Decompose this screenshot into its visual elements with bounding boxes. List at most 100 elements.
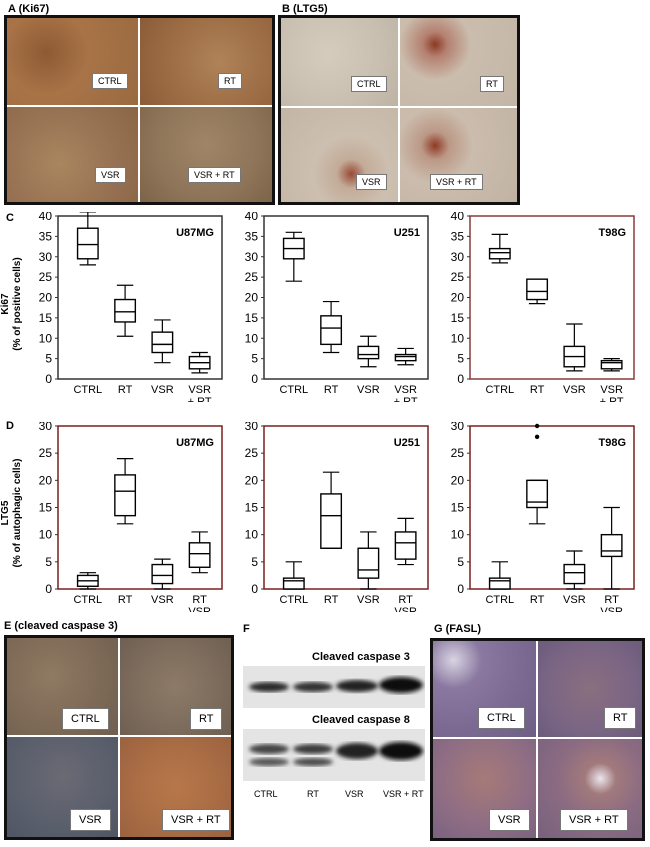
panel-a-label: A (Ki67) — [8, 3, 50, 15]
x-tick-label: VSR — [151, 594, 174, 606]
blot2-band-ctrl — [249, 744, 289, 754]
blot-cleaved-caspase-8 — [243, 729, 425, 781]
y-tick-label: 30 — [39, 250, 53, 264]
box-iqr — [488, 247, 511, 260]
panel-g-ctrl-tag: CTRL — [478, 707, 525, 729]
lane-label-vsr: VSR — [345, 789, 364, 799]
panel-c-label: C — [6, 212, 14, 224]
panel-b-label: B (LTG5) — [282, 3, 328, 15]
panel-e-rt-tag: RT — [190, 708, 223, 730]
chart-frame — [469, 215, 635, 380]
blot1-band-ctrl — [249, 682, 289, 692]
y-tick-label: 0 — [45, 582, 52, 596]
y-tick-label: 20 — [39, 473, 53, 487]
panel-g-vsrrt-cell: VSR + RT — [538, 739, 642, 838]
panel-b-rt-tag: RT — [480, 76, 504, 92]
chart-title: U87MG — [176, 437, 214, 449]
box-iqr — [600, 359, 623, 370]
panel-g-ctrl-cell: CTRL — [433, 641, 536, 737]
panel-a-rt-cell: RT — [140, 18, 272, 105]
panel-f-label: F — [243, 623, 250, 635]
x-tick-label: CTRL — [279, 594, 308, 606]
y-tick-label: 15 — [39, 311, 53, 325]
lane-label-rt: RT — [307, 789, 319, 799]
x-tick-label: + RT — [394, 396, 418, 402]
chart-title: U251 — [394, 227, 420, 239]
panel-d-ylabel-line1: LTG5 — [0, 500, 11, 526]
y-tick-label: 0 — [457, 582, 464, 596]
y-tick-label: 10 — [245, 528, 259, 542]
y-tick-label: 35 — [245, 229, 259, 243]
y-tick-label: 25 — [39, 270, 53, 284]
blot1-band-rt — [293, 682, 333, 692]
y-tick-label: 0 — [251, 372, 258, 386]
box-iqr — [357, 547, 380, 579]
y-tick-label: 5 — [45, 555, 52, 569]
panel-g-vsr-tag: VSR — [489, 809, 530, 831]
blot2-band-vsr — [336, 743, 378, 759]
y-tick-label: 25 — [245, 446, 259, 460]
x-tick-label: VSR — [151, 384, 174, 396]
x-tick-label: CTRL — [485, 384, 514, 396]
y-tick-label: 15 — [245, 501, 259, 515]
panel-b-vsr-cell: VSR — [281, 108, 398, 202]
box-iqr — [563, 563, 586, 585]
panel-a-vsrrt-cell: VSR + RT — [140, 107, 272, 202]
y-tick-label: 0 — [45, 372, 52, 386]
x-tick-label: + RT — [600, 396, 624, 402]
x-tick-label: CTRL — [73, 384, 102, 396]
chart-title: U87MG — [176, 227, 214, 239]
box-iqr — [114, 474, 137, 517]
x-tick-label: VSR — [394, 384, 417, 396]
x-tick-label: VSR — [600, 384, 623, 396]
y-tick-label: 10 — [245, 331, 259, 345]
panel-e-vsr-tag: VSR — [70, 809, 111, 831]
box-iqr — [151, 563, 174, 585]
chart-title: T98G — [598, 437, 626, 449]
panel-a-vsr-tag: VSR — [95, 167, 126, 183]
panel-e-vsrrt-cell: VSR + RT — [120, 737, 231, 837]
x-tick-label: VSR — [188, 606, 211, 612]
panel-g-rt-tag: RT — [604, 707, 637, 729]
panel-e-vsr-cell: VSR — [7, 737, 118, 837]
x-tick-label: VSR — [357, 384, 380, 396]
y-tick-label: 10 — [451, 528, 465, 542]
y-tick-label: 15 — [451, 501, 465, 515]
panel-a-micrograph: CTRL RT VSR VSR + RT — [4, 15, 275, 205]
box-outlier — [534, 423, 540, 429]
box-iqr — [320, 493, 343, 549]
y-tick-label: 10 — [39, 528, 53, 542]
y-tick-label: 35 — [39, 229, 53, 243]
y-tick-label: 25 — [39, 446, 53, 460]
panel-b-rt-cell: RT — [400, 18, 517, 106]
y-tick-label: 5 — [45, 352, 52, 366]
panel-c-ylabel: Ki67 (% of positive cells) — [0, 239, 26, 369]
x-tick-label: VSR — [563, 594, 586, 606]
x-tick-label: RT — [192, 594, 207, 606]
panel-g-rt-cell: RT — [538, 641, 642, 737]
x-tick-label: CTRL — [485, 594, 514, 606]
panel-e-ctrl-cell: CTRL — [7, 638, 118, 735]
x-tick-label: + RT — [188, 396, 212, 402]
panel-e-rt-cell: RT — [120, 638, 231, 735]
y-tick-label: 5 — [251, 352, 258, 366]
blot1-title: Cleaved caspase 3 — [312, 651, 410, 663]
panel-g-vsr-cell: VSR — [433, 739, 536, 838]
panel-a-ctrl-tag: CTRL — [92, 73, 128, 89]
y-tick-label: 35 — [451, 229, 465, 243]
panel-e-vsrrt-tag: VSR + RT — [162, 809, 230, 831]
blot2-band-rt — [293, 744, 333, 754]
box-iqr — [151, 331, 174, 354]
x-tick-label: RT — [398, 594, 413, 606]
x-tick-label: VSR — [188, 384, 211, 396]
y-tick-label: 15 — [39, 501, 53, 515]
panel-e-micrograph: CTRL RT VSR VSR + RT — [4, 635, 234, 840]
y-tick-label: 40 — [245, 212, 259, 223]
chart-title: T98G — [598, 227, 626, 239]
y-tick-label: 30 — [451, 250, 465, 264]
y-tick-label: 10 — [39, 331, 53, 345]
y-tick-label: 40 — [39, 212, 53, 223]
